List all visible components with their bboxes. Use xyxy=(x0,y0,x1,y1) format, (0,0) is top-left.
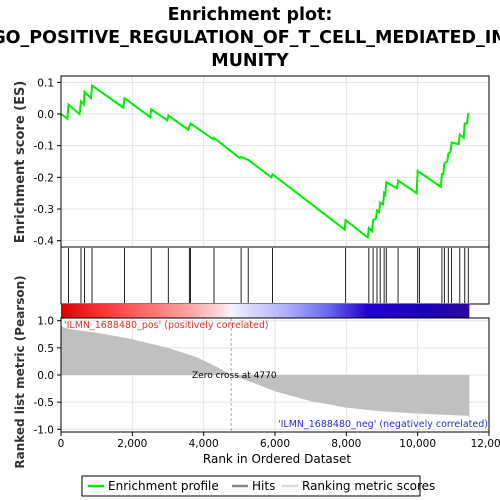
legend-hits-label: Hits xyxy=(252,479,275,493)
es-tick-label: 0.0 xyxy=(37,109,54,121)
hit-marks xyxy=(67,248,469,303)
hits-panel xyxy=(60,246,490,305)
x-tick-label: 10,000 xyxy=(399,438,436,450)
x-tick-label: 2,000 xyxy=(117,438,147,450)
zero-cross-label: Zero cross at 4770 xyxy=(192,371,277,381)
ranking-heatmap-bar xyxy=(61,304,470,318)
legend-metric-label: Ranking metric scores xyxy=(302,479,435,493)
positive-correlated-label: 'ILMN_1688480_pos' (positively correlate… xyxy=(64,320,269,331)
metric-tick-label: 0.0 xyxy=(37,370,54,382)
heatmap-strip xyxy=(61,304,470,318)
metric-y-label: Ranked list metric (Pearson) xyxy=(13,275,27,468)
legend-enrichment-label: Enrichment profile xyxy=(108,479,219,493)
es-tick-label: 0.1 xyxy=(37,77,54,89)
legend: Enrichment profile Hits Ranking metric s… xyxy=(81,475,435,497)
x-axis-label: Rank in Ordered Dataset xyxy=(203,452,351,466)
legend-box xyxy=(81,475,421,497)
title-line-1: Enrichment plot: xyxy=(168,5,333,25)
enrichment-score-panel: 0.1 0.0 -0.1 -0.2 -0.3 -0.4 Enrichment score … xyxy=(13,75,490,248)
hits-frame xyxy=(60,246,490,305)
es-tick-label: -0.3 xyxy=(34,204,55,216)
negative-correlated-label: 'ILMN_1688480_neg' (negatively correlate… xyxy=(278,419,488,430)
title-line-3: MUNITY xyxy=(211,51,289,71)
metric-tick-label: 1.0 xyxy=(37,316,54,328)
x-tick-label: 12,000 xyxy=(471,438,500,450)
es-tick-label: -0.2 xyxy=(34,172,55,184)
enrichment-profile-line xyxy=(60,83,470,240)
es-y-label: Enrichment score (ES) xyxy=(13,81,28,244)
x-tick-label: 4,000 xyxy=(189,438,219,450)
ranked-metric-panel: 1.0 0.5 0.0 -0.5 -1.0 0 2,000 4,000 6,000 8,000 1… xyxy=(13,275,500,468)
chart-title: Enrichment plot: GO_POSITIVE_REGULATION_… xyxy=(0,5,500,71)
title-line-2: GO_POSITIVE_REGULATION_OF_T_CELL_MEDIATE… xyxy=(0,28,500,48)
x-tick-label: 0 xyxy=(58,438,65,450)
metric-tick-label: 0.5 xyxy=(37,343,54,355)
es-tick-label: -0.1 xyxy=(34,141,55,153)
metric-tick-label: -1.0 xyxy=(34,424,55,436)
x-tick-label: 6,000 xyxy=(260,438,290,450)
es-grid xyxy=(61,76,489,247)
es-y-ticks: 0.1 0.0 -0.1 -0.2 -0.3 -0.4 xyxy=(34,77,61,248)
metric-y-ticks: 1.0 0.5 0.0 -0.5 -1.0 xyxy=(34,316,61,436)
ranking-metric-area xyxy=(61,325,470,418)
es-tick-label: -0.4 xyxy=(34,236,55,248)
metric-tick-label: -0.5 xyxy=(34,397,55,409)
x-tick-label: 8,000 xyxy=(331,438,361,450)
metric-x-ticks: 0 2,000 4,000 6,000 8,000 10,000 12,000 xyxy=(58,432,500,450)
